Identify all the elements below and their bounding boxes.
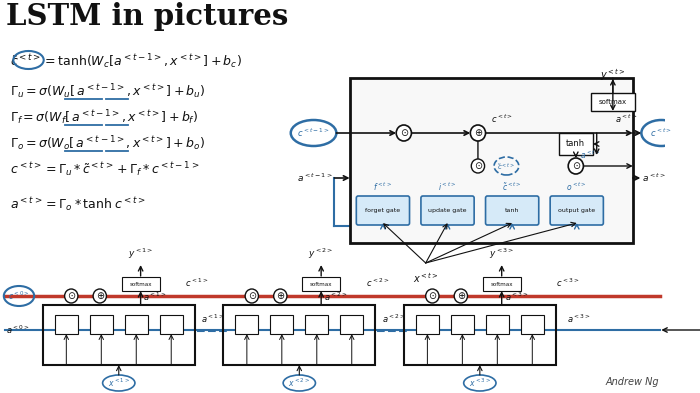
- Text: $\tilde{c}^{<t>}$: $\tilde{c}^{<t>}$: [497, 160, 516, 171]
- Text: $y^{<3>}$: $y^{<3>}$: [489, 246, 514, 261]
- Text: $c^{<t-1>}$: $c^{<t-1>}$: [297, 127, 330, 139]
- Text: $y^{<1>}$: $y^{<1>}$: [128, 246, 153, 261]
- Text: $c^{<t>} = \Gamma_u * \tilde{c}^{<t>} + \Gamma_f * c^{<t-1>}$: $c^{<t>} = \Gamma_u * \tilde{c}^{<t>} + …: [10, 160, 199, 179]
- Text: ⊕: ⊕: [96, 291, 104, 301]
- Text: ⊙: ⊙: [428, 291, 436, 301]
- Text: $a^{<3>}$: $a^{<3>}$: [567, 312, 591, 325]
- Text: $x^{<t>}$: $x^{<t>}$: [413, 271, 439, 285]
- Text: softmax: softmax: [310, 281, 332, 286]
- Text: $a^{<t>} = \Gamma_o * \mathrm{tanh}\; c^{<t>}$: $a^{<t>} = \Gamma_o * \mathrm{tanh}\; c^…: [10, 195, 146, 213]
- FancyBboxPatch shape: [591, 93, 635, 111]
- Text: softmax: softmax: [491, 281, 513, 286]
- Text: update gate: update gate: [428, 208, 467, 213]
- FancyBboxPatch shape: [416, 315, 439, 334]
- FancyBboxPatch shape: [340, 315, 363, 334]
- Text: forget gate: forget gate: [365, 208, 400, 213]
- FancyBboxPatch shape: [90, 315, 113, 334]
- Text: softmax: softmax: [598, 99, 627, 105]
- Text: $\tilde{c}^{<t>} = \mathrm{tanh}(W_c[a^{<t-1>},x^{<t>}]+b_c)$: $\tilde{c}^{<t>} = \mathrm{tanh}(W_c[a^{…: [10, 52, 241, 71]
- FancyBboxPatch shape: [521, 315, 544, 334]
- Circle shape: [426, 289, 439, 303]
- Text: $c^{<2>}$: $c^{<2>}$: [365, 277, 389, 289]
- Circle shape: [64, 289, 78, 303]
- Text: softmax: softmax: [130, 281, 152, 286]
- FancyBboxPatch shape: [270, 315, 293, 334]
- FancyBboxPatch shape: [160, 315, 183, 334]
- Text: ⊕: ⊕: [276, 291, 284, 301]
- Text: ⊕: ⊕: [457, 291, 465, 301]
- Text: $\Gamma_o = \sigma(W_o[\,a^{<t-1>},x^{<t>}]+b_o)$: $\Gamma_o = \sigma(W_o[\,a^{<t-1>},x^{<t…: [10, 134, 204, 153]
- Text: $o^{<t>}$: $o^{<t>}$: [566, 181, 587, 193]
- Text: Andrew Ng: Andrew Ng: [606, 377, 659, 387]
- Text: $\Gamma_f = \sigma(W_f[\,a^{<t-1>},x^{<t>}]+b_f)$: $\Gamma_f = \sigma(W_f[\,a^{<t-1>},x^{<t…: [10, 108, 197, 127]
- FancyBboxPatch shape: [486, 196, 539, 225]
- Text: ⊙: ⊙: [248, 291, 256, 301]
- FancyBboxPatch shape: [125, 315, 148, 334]
- Text: tanh: tanh: [566, 140, 585, 149]
- Text: $x^{<1>}$: $x^{<1>}$: [108, 377, 130, 389]
- Circle shape: [471, 159, 484, 173]
- Circle shape: [274, 289, 287, 303]
- Text: $f^{<t>}$: $f^{<t>}$: [374, 181, 393, 193]
- Text: ⊙: ⊙: [474, 161, 482, 171]
- FancyBboxPatch shape: [451, 315, 474, 334]
- Text: $x^{<2>}$: $x^{<2>}$: [288, 377, 310, 389]
- FancyBboxPatch shape: [483, 277, 521, 291]
- Text: $c^{<t>}$: $c^{<t>}$: [650, 127, 672, 139]
- Text: tanh: tanh: [505, 208, 519, 213]
- FancyBboxPatch shape: [122, 277, 160, 291]
- Text: $\tilde{c}^{<t>}$: $\tilde{c}^{<t>}$: [502, 181, 522, 193]
- Circle shape: [470, 125, 486, 141]
- Text: $\Gamma_u = \sigma(W_u[\,a^{<t-1>},x^{<t>}]+b_u)$: $\Gamma_u = \sigma(W_u[\,a^{<t-1>},x^{<t…: [10, 82, 205, 101]
- Text: $a^{<t>}$: $a^{<t>}$: [615, 113, 637, 125]
- FancyBboxPatch shape: [302, 277, 340, 291]
- FancyBboxPatch shape: [55, 315, 78, 334]
- Text: $y^{<2>}$: $y^{<2>}$: [309, 246, 334, 261]
- Circle shape: [454, 289, 468, 303]
- Text: output gate: output gate: [558, 208, 595, 213]
- FancyBboxPatch shape: [235, 315, 258, 334]
- Text: $c^{<t>}$: $c^{<t>}$: [491, 113, 512, 125]
- Text: $a^{<1>}$: $a^{<1>}$: [202, 312, 225, 325]
- Text: $a^{<2>}$: $a^{<2>}$: [382, 312, 406, 325]
- Text: ⊕: ⊕: [474, 128, 482, 138]
- Text: ⊙: ⊙: [572, 161, 580, 171]
- FancyBboxPatch shape: [421, 196, 474, 225]
- Text: $a^{<2>}$: $a^{<2>}$: [324, 290, 348, 303]
- Circle shape: [568, 158, 583, 174]
- Text: $a^{<1>}$: $a^{<1>}$: [144, 290, 167, 303]
- FancyBboxPatch shape: [559, 133, 593, 155]
- Text: $i^{<t>}$: $i^{<t>}$: [438, 181, 456, 193]
- Text: $a^{<t>}$: $a^{<t>}$: [580, 149, 600, 161]
- Text: $x^{<3>}$: $x^{<3>}$: [469, 377, 491, 389]
- Circle shape: [93, 289, 106, 303]
- Text: $a^{<0>}$: $a^{<0>}$: [6, 324, 29, 336]
- FancyBboxPatch shape: [305, 315, 328, 334]
- Text: $a^{<3>}$: $a^{<3>}$: [505, 290, 528, 303]
- Text: $a^{<t>}$: $a^{<t>}$: [643, 172, 666, 184]
- Text: LSTM in pictures: LSTM in pictures: [6, 2, 288, 31]
- Text: ⊙: ⊙: [400, 128, 408, 138]
- Text: $c^{<3>}$: $c^{<3>}$: [556, 277, 579, 289]
- Circle shape: [396, 125, 412, 141]
- Text: $c^{<1>}$: $c^{<1>}$: [185, 277, 209, 289]
- FancyBboxPatch shape: [550, 196, 603, 225]
- FancyBboxPatch shape: [356, 196, 410, 225]
- FancyBboxPatch shape: [350, 78, 633, 243]
- Text: ⊙: ⊙: [67, 291, 76, 301]
- Text: $c^{<0>}$: $c^{<0>}$: [8, 290, 29, 302]
- Circle shape: [245, 289, 258, 303]
- Text: $a^{<t-1>}$: $a^{<t-1>}$: [297, 172, 332, 184]
- FancyBboxPatch shape: [486, 315, 509, 334]
- Text: $y^{<t>}$: $y^{<t>}$: [600, 67, 626, 83]
